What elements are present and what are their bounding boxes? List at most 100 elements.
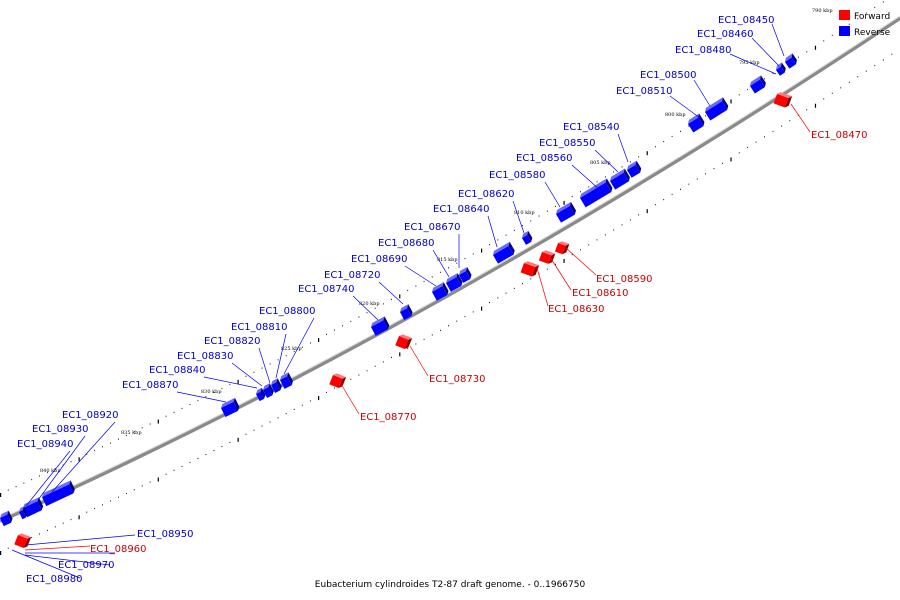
scale-dot-upper xyxy=(149,423,151,425)
gene-block-reverse-top xyxy=(785,53,793,62)
scale-dot-lower xyxy=(358,374,360,376)
scale-dot-lower xyxy=(118,496,119,498)
gene-block-reverse-side xyxy=(605,178,613,192)
scale-dot-upper xyxy=(189,403,191,406)
scale-dot-upper xyxy=(738,94,740,96)
gene-block-reverse-side xyxy=(527,230,533,242)
gene-label-reverse: EC1_08940 xyxy=(17,439,73,450)
scale-dot-upper xyxy=(326,333,327,336)
reverse-gene-labels: EC1_08450 EC1_08460 EC1_08480 EC1_08500 … xyxy=(17,15,774,585)
gene-block-forward-side xyxy=(562,243,570,255)
scale-dot-lower xyxy=(431,334,433,336)
scale-dot-upper xyxy=(663,140,665,143)
forward-gene-labels: EC1_08470 EC1_08590 EC1_08610 EC1_08630 … xyxy=(90,130,867,555)
leader-line-reverse xyxy=(11,549,81,579)
gene-block-reverse-side xyxy=(465,267,472,279)
scale-dot-upper xyxy=(680,130,681,132)
scale-dot-lower xyxy=(530,278,532,280)
leader-line-reverse xyxy=(25,534,136,546)
leader-line-reverse xyxy=(571,164,601,191)
gene-label-reverse: EC1_08670 xyxy=(404,222,460,233)
leader-line-reverse xyxy=(594,149,619,173)
scale-dot-upper xyxy=(764,78,765,80)
scale-dot-upper xyxy=(538,215,540,217)
scale-dot-upper xyxy=(285,355,287,357)
scale-dot-upper xyxy=(197,399,199,402)
scale-dot-lower xyxy=(613,229,615,231)
scale-dot-lower xyxy=(480,306,483,311)
scale-dot-upper xyxy=(806,51,808,53)
scale-dot-upper xyxy=(431,276,433,278)
scale-dot-upper xyxy=(472,253,474,255)
gene-block-reverse-face xyxy=(371,320,389,336)
scale-dot-lower xyxy=(891,53,893,55)
gene-block-reverse-side xyxy=(623,168,630,182)
scale-dot-upper xyxy=(309,342,311,344)
gene-block-forward xyxy=(14,533,32,549)
gene-label-reverse: EC1_08720 xyxy=(324,270,380,281)
gene-block-reverse xyxy=(688,113,705,133)
gene-block-reverse-face xyxy=(785,57,797,69)
gene-block-reverse-side xyxy=(569,201,576,215)
scale-dot-upper xyxy=(857,18,859,20)
scale-dot-upper xyxy=(882,1,884,3)
gene-block-reverse-face xyxy=(432,286,448,301)
scale-dot-upper xyxy=(747,88,749,91)
scale-dot-upper xyxy=(39,475,40,477)
scale-dot-upper xyxy=(688,125,690,127)
gene-block-reverse-face xyxy=(522,235,532,245)
scale-dot-lower xyxy=(334,387,335,389)
scale-dot-lower xyxy=(407,347,409,350)
scale-dot-lower xyxy=(301,404,303,406)
gene-block-reverse-side xyxy=(698,113,705,127)
scale-dot-lower xyxy=(546,268,548,270)
scale-dot-lower xyxy=(646,209,648,214)
scale-dot-upper xyxy=(78,457,80,462)
gene-block-forward-face xyxy=(14,535,28,549)
scale-dot-lower xyxy=(874,64,876,67)
scale-dot-lower xyxy=(865,70,867,72)
gene-block-reverse xyxy=(400,304,413,320)
scale-dot-lower xyxy=(448,325,449,327)
gene-label-reverse: EC1_08740 xyxy=(298,284,354,295)
gene-label-forward: EC1_08590 xyxy=(596,274,652,285)
scale-dot-upper xyxy=(522,225,523,227)
scale-dot-lower xyxy=(747,146,749,149)
scale-dot-upper xyxy=(70,460,72,463)
scale-dot-lower xyxy=(237,437,239,442)
scale-dot-upper xyxy=(237,379,239,384)
leader-line-forward xyxy=(549,256,572,291)
gene-label-reverse: EC1_08970 xyxy=(58,560,114,571)
gene-block-reverse-side xyxy=(508,241,515,255)
scale-dot-lower xyxy=(755,141,757,143)
gene-block-reverse xyxy=(446,273,463,292)
kbp-tick: 820 kbp xyxy=(359,301,380,307)
scale-dot-lower xyxy=(814,103,817,108)
gene-label-reverse: EC1_08680 xyxy=(378,238,434,249)
gene-block-forward-face xyxy=(520,263,536,277)
gene-block-reverse-top xyxy=(42,480,71,497)
gene-label-forward: EC1_08610 xyxy=(572,288,628,299)
gene-block-reverse-side xyxy=(260,387,266,399)
gene-label-reverse: EC1_08820 xyxy=(204,336,260,347)
scale-dot-upper xyxy=(671,135,673,138)
scale-dot-upper xyxy=(546,210,548,212)
scale-dot-lower xyxy=(165,473,167,475)
scale-dot-upper xyxy=(874,6,876,9)
gene-block-reverse-side xyxy=(268,383,274,396)
leader-line-forward xyxy=(340,383,360,415)
scale-dot-lower xyxy=(789,120,791,122)
scale-dot-upper xyxy=(173,411,175,413)
scale-dot-lower xyxy=(571,254,573,256)
gene-block-reverse-face xyxy=(271,382,281,394)
leader-line-reverse xyxy=(203,376,258,389)
leader-line-reverse xyxy=(258,347,271,384)
scale-dot-upper xyxy=(497,239,499,241)
gene-label-forward: EC1_08470 xyxy=(811,130,867,141)
gene-block-reverse xyxy=(627,160,642,178)
gene-block-reverse xyxy=(221,397,240,417)
gene-block-reverse xyxy=(750,75,766,94)
gene-block-reverse-top xyxy=(432,282,444,292)
scale-dot-lower xyxy=(522,283,523,285)
gene-block-reverse-top xyxy=(459,267,468,275)
